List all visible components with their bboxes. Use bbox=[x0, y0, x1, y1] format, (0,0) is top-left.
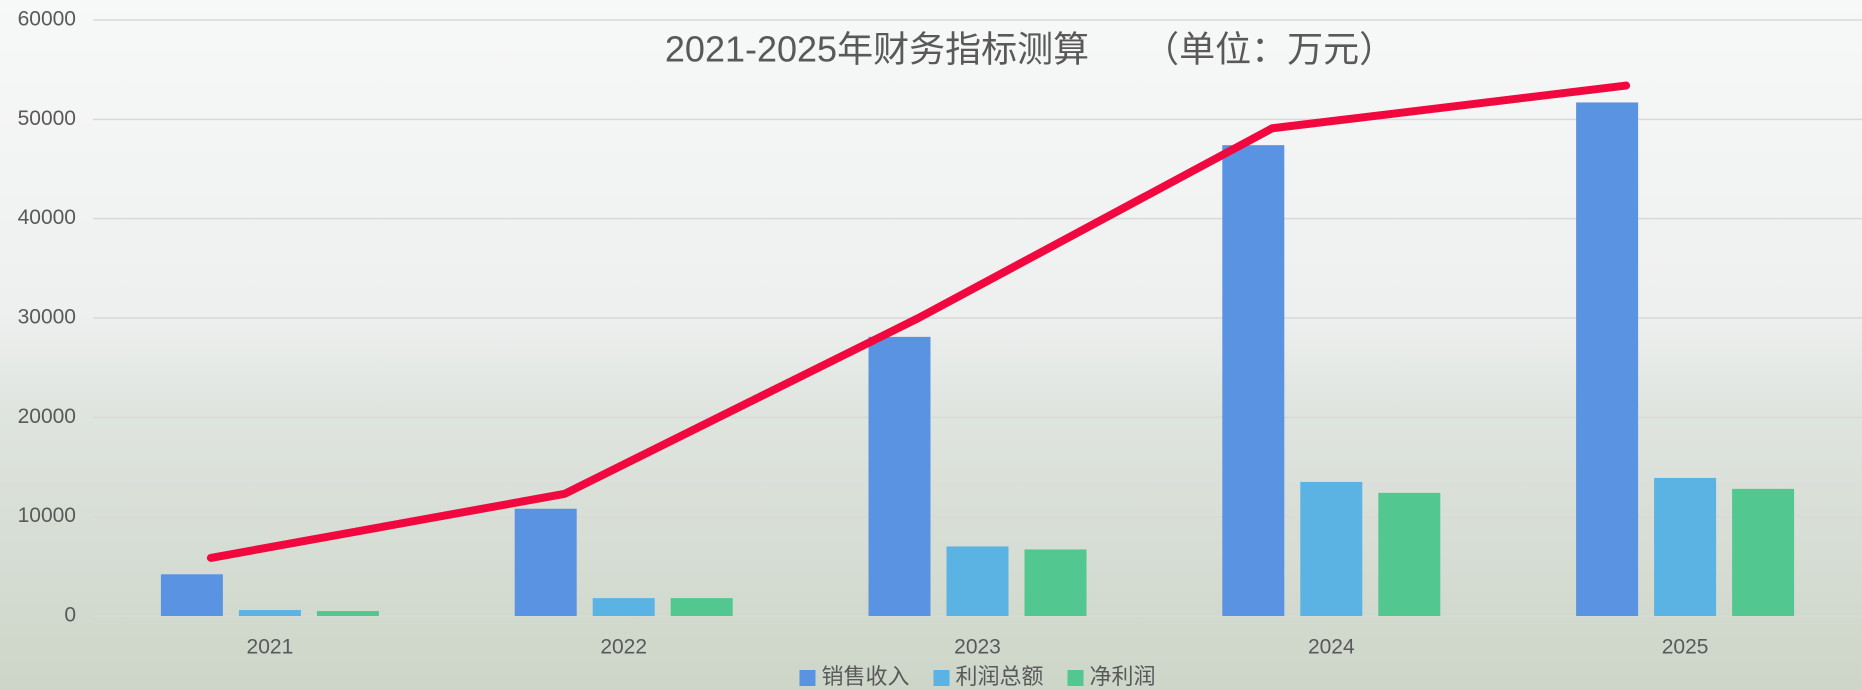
bar bbox=[161, 574, 223, 616]
x-tick-label: 2021 bbox=[247, 636, 294, 659]
y-tick-label: 0 bbox=[64, 604, 76, 627]
bar bbox=[947, 546, 1009, 616]
chart: 2021-2025年财务指标测算 （单位：万元） 0 10000 20000 3000… bbox=[0, 0, 1862, 690]
bar bbox=[1378, 493, 1440, 616]
bar bbox=[1025, 549, 1087, 616]
x-tick-label: 2023 bbox=[954, 636, 1001, 659]
bar bbox=[671, 598, 733, 616]
y-tick-label: 30000 bbox=[18, 306, 76, 329]
bar bbox=[1576, 102, 1638, 616]
legend-swatch bbox=[799, 670, 815, 686]
legend-label: 净利润 bbox=[1090, 664, 1156, 689]
bar bbox=[593, 598, 655, 616]
bar bbox=[1222, 145, 1284, 616]
y-tick-label: 60000 bbox=[18, 8, 76, 31]
y-tick-label: 10000 bbox=[18, 504, 76, 527]
chart-title: 2021-2025年财务指标测算 （单位：万元） bbox=[665, 29, 1395, 70]
bar bbox=[1732, 489, 1794, 616]
x-tick-label: 2024 bbox=[1308, 636, 1355, 659]
bar bbox=[869, 337, 931, 616]
y-tick-label: 50000 bbox=[18, 107, 76, 130]
bar bbox=[1300, 482, 1362, 616]
legend-label: 销售收入 bbox=[821, 664, 909, 689]
legend-swatch bbox=[933, 670, 949, 686]
bar bbox=[1654, 478, 1716, 616]
legend-label: 利润总额 bbox=[955, 664, 1043, 689]
bar bbox=[317, 611, 379, 616]
x-tick-label: 2025 bbox=[1662, 636, 1709, 659]
y-tick-label: 20000 bbox=[18, 405, 76, 428]
bar bbox=[239, 610, 301, 616]
x-tick-label: 2022 bbox=[600, 636, 647, 659]
legend-swatch bbox=[1068, 670, 1084, 686]
bar bbox=[515, 509, 577, 616]
y-tick-label: 40000 bbox=[18, 206, 76, 229]
